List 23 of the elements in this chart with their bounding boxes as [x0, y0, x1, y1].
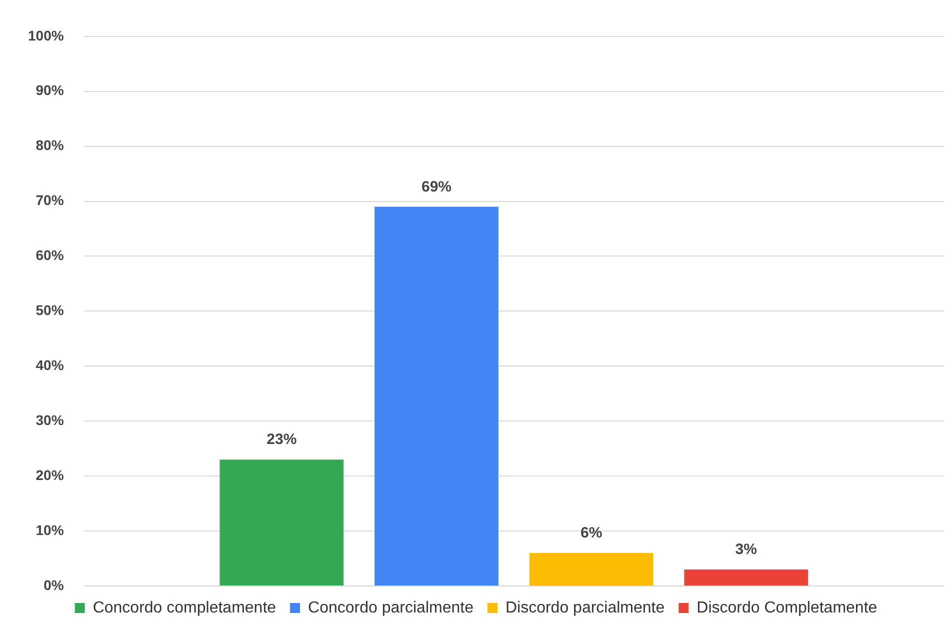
legend-label: Discordo Completamente: [696, 599, 878, 616]
y-tick-label: 80%: [36, 137, 64, 154]
data-label: 6%: [580, 524, 602, 542]
legend-label: Concordo completamente: [92, 599, 276, 616]
y-tick-label: 10%: [36, 522, 64, 538]
legend-label: Discordo parcialmente: [505, 599, 665, 616]
data-label: 3%: [735, 541, 757, 558]
bar: [220, 460, 344, 586]
y-tick-label: 100%: [28, 27, 64, 44]
y-tick-label: 40%: [36, 357, 64, 374]
y-tick-label: 90%: [36, 82, 64, 98]
legend-label: Concordo parcialmente: [308, 599, 474, 616]
y-tick-label: 30%: [36, 412, 64, 428]
y-tick-label: 20%: [36, 466, 64, 483]
data-label: 23%: [266, 431, 297, 448]
y-tick-label: 0%: [44, 576, 64, 593]
y-tick-label: 50%: [36, 302, 64, 318]
bar: [374, 206, 498, 586]
bar: [529, 553, 654, 586]
y-tick-label: 70%: [36, 192, 64, 208]
data-label: 69%: [421, 178, 452, 196]
bar: [684, 570, 808, 586]
y-tick-label: 60%: [36, 247, 64, 264]
